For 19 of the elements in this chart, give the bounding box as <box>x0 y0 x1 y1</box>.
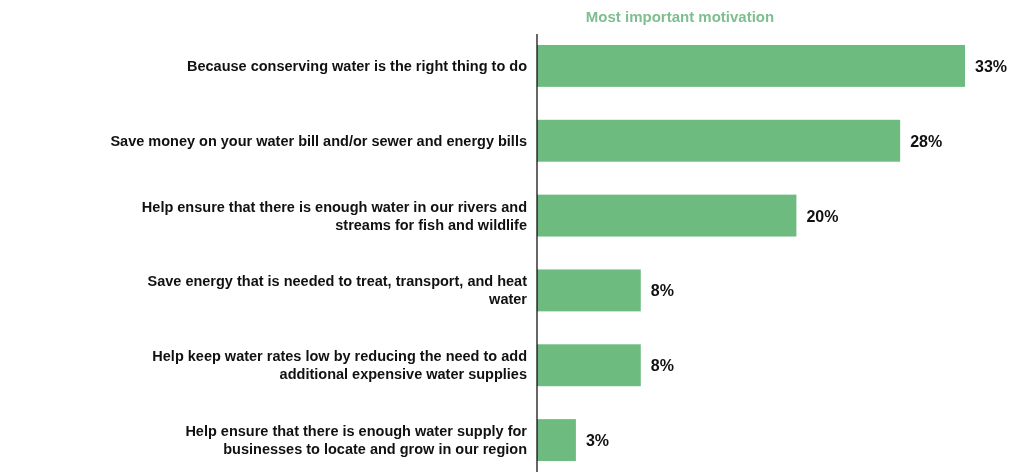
bar <box>537 119 901 162</box>
data-label: 8% <box>650 357 674 375</box>
bar <box>537 344 641 387</box>
y-tick-label: Save money on your water bill and/or sewer and energy bills <box>110 132 527 149</box>
chart-title: Most important motivation <box>585 8 775 25</box>
y-tick-label: Help ensure that there is enough water in our rivers and streams for fish and wildlife <box>141 198 527 233</box>
y-tick-label: Help ensure that there is enough water supply for businesses to locate and grow in our region <box>185 423 528 458</box>
y-tick-label: Save energy that is needed to treat, transport, and heat water <box>147 273 528 308</box>
bar <box>537 269 641 312</box>
bar <box>537 419 576 462</box>
y-tick-label: Help keep water rates low by reducing the need to add additional expensive water supplies <box>152 348 527 383</box>
data-label: 28% <box>910 132 943 150</box>
data-label: 33% <box>975 57 1008 75</box>
data-label: 20% <box>806 207 839 225</box>
bar <box>537 194 797 237</box>
bar <box>537 44 965 87</box>
data-label: 8% <box>650 282 674 300</box>
y-tick-label: Because conserving water is the right thing to do <box>187 57 528 74</box>
data-label: 3% <box>585 432 610 450</box>
